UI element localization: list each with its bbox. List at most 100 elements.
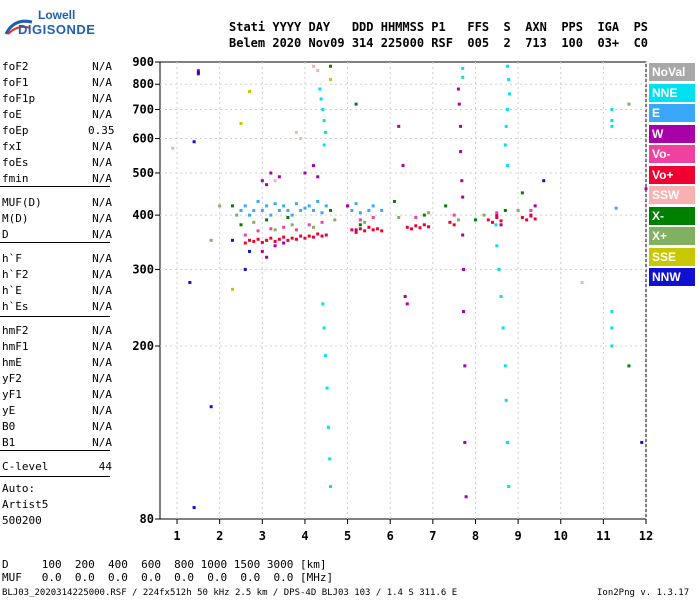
- point-vo-: [486, 218, 490, 222]
- point-vo-: [418, 226, 422, 230]
- param-name: D: [2, 228, 9, 241]
- y-tick-label: 900: [132, 55, 154, 69]
- point-sse: [248, 89, 252, 93]
- point-w: [303, 171, 307, 175]
- point-nne: [610, 119, 614, 123]
- point-x-: [427, 211, 431, 215]
- point-x-: [473, 218, 477, 222]
- point-vo-: [269, 227, 273, 231]
- point-nne: [503, 364, 507, 368]
- param-name: B1: [2, 436, 16, 449]
- point-x-: [265, 218, 269, 222]
- point-nnw: [243, 267, 247, 271]
- param-value: N/A: [92, 340, 112, 353]
- point-e: [354, 202, 358, 206]
- param-value: N/A: [92, 172, 112, 185]
- x-tick-label: 3: [259, 529, 266, 543]
- point-vo-: [427, 225, 431, 229]
- param-value: N/A: [92, 76, 112, 89]
- point-e: [307, 204, 311, 208]
- legend-item: NNW: [649, 268, 695, 286]
- param-name: yF2: [2, 372, 22, 385]
- point-w: [260, 179, 264, 183]
- point-nne: [505, 107, 509, 111]
- legend-item: Vo-: [649, 145, 695, 163]
- point-nne: [322, 326, 326, 330]
- point-w: [354, 228, 358, 232]
- point-e: [269, 213, 273, 217]
- point-nnw: [188, 280, 192, 284]
- point-sse: [230, 287, 234, 291]
- point-e: [286, 208, 290, 212]
- x-tick-label: 12: [639, 529, 653, 543]
- param-name: M(D): [2, 212, 29, 225]
- y-tick-label: 800: [132, 77, 154, 91]
- point-vo-: [243, 233, 247, 237]
- point-w: [462, 267, 466, 271]
- point-vo-: [358, 227, 362, 231]
- point-w: [499, 223, 503, 227]
- point-vo-: [294, 228, 298, 232]
- point-x-: [273, 228, 277, 232]
- param-value: N/A: [92, 356, 112, 369]
- point-w: [460, 179, 464, 183]
- point-e: [273, 202, 277, 206]
- y-tick-label: 80: [140, 512, 154, 526]
- point-e: [265, 204, 269, 208]
- point-vo-: [307, 223, 311, 227]
- x-tick-label: 7: [429, 529, 436, 543]
- legend-item: Vo+: [649, 165, 695, 184]
- point-nne: [322, 143, 326, 147]
- header-row-labels: Stati YYYY DAY DDD HHMMSS P1 FFS S AXN P…: [229, 20, 649, 34]
- point-nnw: [209, 405, 213, 409]
- point-e: [320, 211, 324, 215]
- point-w: [461, 195, 465, 199]
- auto-program: Artist5: [2, 498, 49, 511]
- legend-item: X-: [649, 206, 695, 225]
- point-nne: [461, 66, 465, 70]
- footer-distance-row: D 100 200 400 600 800 1000 1500 3000 [km…: [2, 558, 327, 571]
- param-value: N/A: [92, 436, 112, 449]
- point-nne: [610, 326, 614, 330]
- y-tick-label: 500: [132, 166, 154, 180]
- point-e: [614, 206, 618, 210]
- point-w: [495, 213, 499, 217]
- point-w: [316, 175, 320, 179]
- point-vo-: [495, 215, 499, 219]
- point-x-: [290, 223, 294, 227]
- point-ssw: [299, 137, 303, 141]
- point-x-: [235, 213, 239, 217]
- point-e: [380, 208, 384, 212]
- point-e: [248, 213, 252, 217]
- point-w: [463, 364, 467, 368]
- point-w: [277, 175, 281, 179]
- point-vo-: [529, 214, 533, 218]
- point-vo-: [410, 227, 414, 231]
- x-tick-label: 4: [301, 529, 308, 543]
- point-e: [316, 199, 320, 203]
- point-vo-: [282, 225, 286, 229]
- point-w: [260, 249, 264, 253]
- point-x-: [627, 102, 631, 106]
- point-vo-: [371, 215, 375, 219]
- point-x-: [218, 204, 222, 208]
- point-e: [239, 208, 243, 212]
- point-x-: [627, 364, 631, 368]
- point-vo-: [252, 239, 256, 243]
- point-vo-: [248, 238, 252, 242]
- point-x-: [239, 223, 243, 227]
- plot-frame: [159, 61, 647, 520]
- point-vo-: [354, 230, 358, 234]
- footer-version: Ion2Png v. 1.3.17: [597, 588, 690, 598]
- point-nnw: [230, 238, 234, 242]
- point-vo-: [303, 236, 307, 240]
- point-vo-: [452, 223, 456, 227]
- legend-item: NNE: [649, 83, 695, 102]
- point-nne: [497, 267, 501, 271]
- x-tick-label: 2: [216, 529, 223, 543]
- point-vo-: [529, 208, 533, 212]
- param-separator: [0, 242, 110, 243]
- point-e: [299, 208, 303, 212]
- point-vo-: [491, 220, 495, 224]
- point-nne: [323, 354, 327, 358]
